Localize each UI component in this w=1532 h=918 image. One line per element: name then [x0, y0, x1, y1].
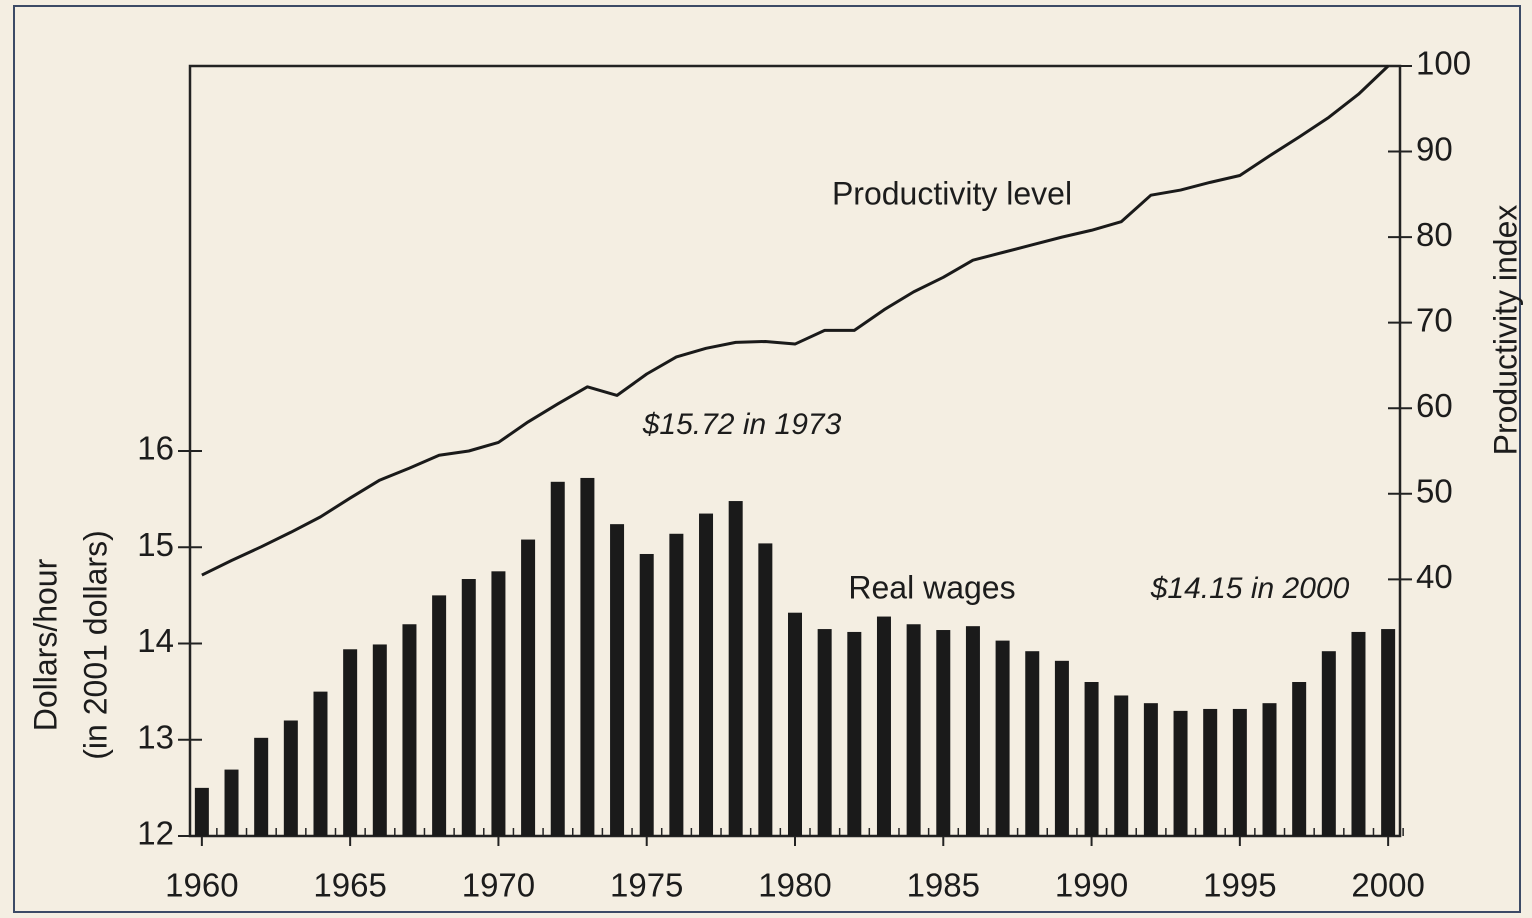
bar — [876, 616, 891, 836]
frame — [13, 5, 1521, 913]
bar — [550, 481, 565, 836]
bar — [965, 626, 980, 836]
series-label: Productivity level — [832, 175, 1072, 211]
bar — [728, 501, 743, 836]
annotation: $14.15 in 2000 — [1150, 572, 1350, 605]
line — [201, 64, 1390, 577]
y2-tick-label: 70 — [1416, 301, 1453, 338]
annotation: $15.72 in 1973 — [642, 408, 842, 441]
y-tick-label: 13 — [137, 718, 174, 755]
bar — [1025, 651, 1040, 836]
bar — [313, 691, 328, 836]
bar — [1292, 682, 1307, 836]
bar — [1054, 660, 1069, 836]
x-tick-label: 1990 — [1055, 867, 1128, 904]
bar — [343, 649, 358, 836]
bar — [1173, 710, 1188, 836]
bar — [254, 737, 269, 836]
bar — [283, 720, 298, 836]
bar — [1084, 682, 1099, 836]
bar — [491, 571, 506, 836]
series-label: Real wages — [848, 569, 1015, 605]
bar — [788, 612, 802, 836]
y-axis-label: Dollars/hour — [27, 558, 63, 731]
bar — [521, 539, 536, 836]
bar — [194, 787, 209, 836]
y2-axis-label: Productivity index — [1487, 205, 1523, 456]
y2-tick-label: 80 — [1416, 216, 1453, 253]
x-tick-label: 2000 — [1351, 867, 1424, 904]
x-tick-label: 1965 — [313, 867, 386, 904]
x-tick-label: 1980 — [758, 867, 831, 904]
y-tick-label: 12 — [137, 815, 174, 852]
bar — [1114, 695, 1129, 836]
bar — [1143, 703, 1158, 836]
y-tick-label: 16 — [137, 430, 174, 467]
bar — [817, 629, 832, 836]
x-tick-label: 1960 — [165, 867, 238, 904]
bar — [758, 543, 773, 836]
y-tick-label: 14 — [137, 622, 174, 659]
bar — [610, 524, 625, 836]
bar — [432, 595, 447, 836]
bar — [1321, 651, 1336, 836]
y2-tick-label: 50 — [1416, 472, 1453, 509]
bar — [847, 631, 862, 836]
bar — [995, 640, 1010, 836]
y2-tick-label: 100 — [1416, 45, 1471, 82]
bar — [461, 579, 476, 836]
bar — [669, 533, 684, 836]
bar — [1262, 703, 1277, 836]
y2-tick-label: 60 — [1416, 387, 1453, 424]
y-axis-label: (in 2001 dollars) — [77, 530, 113, 759]
x-tick-label: 1985 — [907, 867, 980, 904]
bar — [580, 477, 595, 836]
bar — [699, 513, 714, 836]
bar — [1232, 708, 1247, 836]
x-tick-label: 1995 — [1203, 867, 1276, 904]
bar — [1381, 629, 1396, 836]
bar — [936, 630, 951, 836]
y-tick-label: 15 — [137, 526, 174, 563]
x-tick-label: 1975 — [610, 867, 683, 904]
y2-tick-label: 40 — [1416, 558, 1453, 595]
bar — [224, 769, 239, 836]
x-tick-label: 1970 — [462, 867, 535, 904]
bar — [372, 644, 387, 836]
bar — [906, 624, 921, 836]
bar — [402, 624, 417, 836]
bar — [1203, 708, 1218, 836]
y2-tick-label: 90 — [1416, 130, 1453, 167]
bar — [1351, 631, 1366, 836]
bar — [639, 553, 654, 836]
